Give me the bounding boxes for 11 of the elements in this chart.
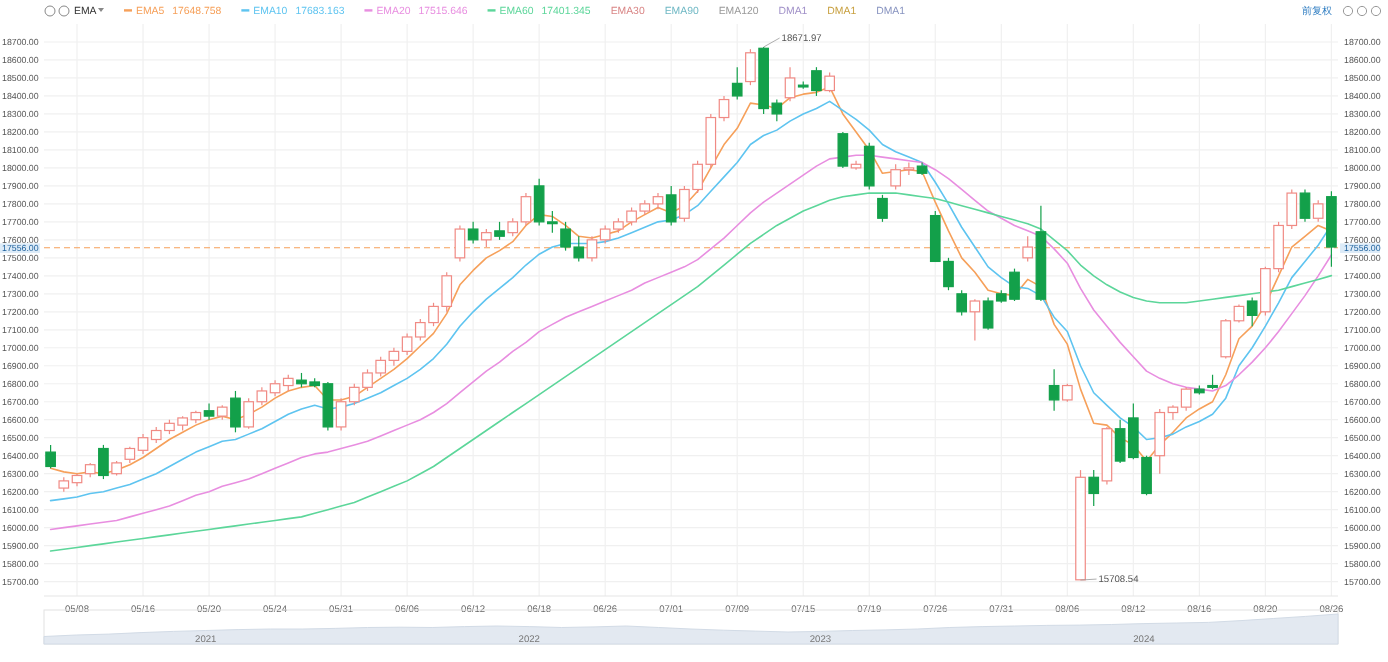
candlestick: [1101, 426, 1113, 486]
candlestick: [850, 160, 862, 171]
candlestick: [203, 402, 215, 421]
candlestick: [969, 298, 981, 342]
candlestick: [1048, 368, 1060, 412]
candlestick: [784, 66, 796, 102]
candlestick: [1035, 205, 1047, 302]
candlestick: [1299, 188, 1311, 223]
candlestick: [454, 224, 466, 263]
candlestick: [467, 221, 479, 245]
candlestick: [916, 161, 928, 176]
